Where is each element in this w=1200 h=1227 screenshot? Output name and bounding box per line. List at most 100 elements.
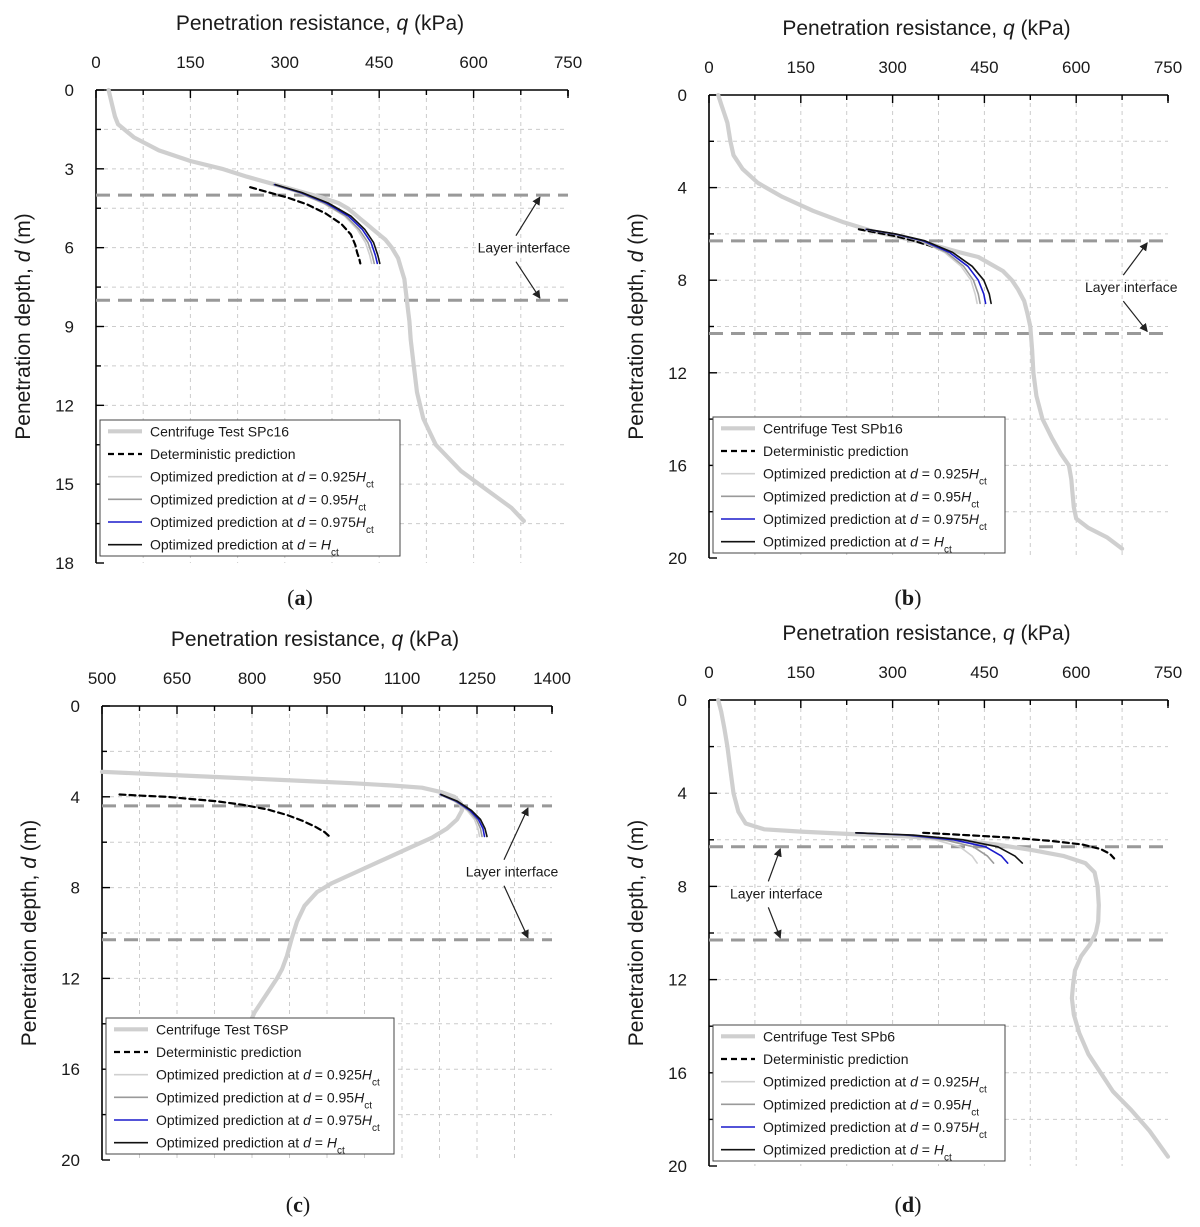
panel-caption: (a) xyxy=(287,585,313,610)
y-tick-label: 0 xyxy=(678,691,687,710)
x-tick-label: 600 xyxy=(1062,58,1090,77)
x-tick-label: 750 xyxy=(1154,58,1182,77)
legend-label: Deterministic prediction xyxy=(156,1044,302,1060)
legend-label: Optimized prediction at d = 0.975Hct xyxy=(763,1119,987,1141)
annotation-arrow-down xyxy=(503,885,529,939)
legend-label: Optimized prediction at d = Hct xyxy=(156,1135,345,1157)
y-tick-label: 9 xyxy=(65,318,74,337)
legend-label: Deterministic prediction xyxy=(150,446,296,462)
legend-label: Optimized prediction at d = Hct xyxy=(150,537,339,559)
legend-label: Centrifuge Test T6SP xyxy=(156,1021,289,1037)
annotation-arrow-down xyxy=(767,907,782,939)
x-tick-label: 0 xyxy=(704,663,713,682)
y-tick-label: 16 xyxy=(61,1060,80,1079)
x-tick-label: 750 xyxy=(554,53,582,72)
panel-a: 0 150 300 450 600 750 0 3 6 9 12 15 18 Penetration re… xyxy=(12,12,582,610)
y-tick-label: 12 xyxy=(55,396,74,415)
y-tick-label: 12 xyxy=(668,364,687,383)
y-tick-label: 0 xyxy=(678,86,687,105)
legend: Centrifuge Test SPc16 Deterministic predi… xyxy=(99,419,401,559)
x-tick-label: 750 xyxy=(1154,663,1182,682)
legend-label: Optimized prediction at d = 0.95Hct xyxy=(763,1096,979,1118)
y-tick-label: 3 xyxy=(65,160,74,179)
legend-label: Optimized prediction at d = Hct xyxy=(763,1142,952,1164)
x-tick-label: 650 xyxy=(163,669,191,688)
panel-caption: (b) xyxy=(895,585,922,610)
y-tick-label: 20 xyxy=(668,549,687,568)
grid xyxy=(709,700,1168,1166)
legend-label: Optimized prediction at d = 0.95Hct xyxy=(156,1089,372,1111)
x-tick-label: 300 xyxy=(878,58,906,77)
y-tick-label: 6 xyxy=(65,239,74,258)
y-tick-label: 12 xyxy=(668,971,687,990)
x-axis-title: Penetration resistance, q (kPa) xyxy=(176,12,464,35)
x-tick-label: 300 xyxy=(271,53,299,72)
legend-label: Optimized prediction at d = 0.95Hct xyxy=(763,488,979,510)
panel-caption: (d) xyxy=(895,1192,922,1217)
y-tick-label: 18 xyxy=(55,554,74,573)
y-tick-label: 20 xyxy=(668,1157,687,1176)
x-tick-label: 150 xyxy=(787,58,815,77)
x-tick-label: 500 xyxy=(88,669,116,688)
series-line-opt_100 xyxy=(440,793,488,838)
legend-label: Optimized prediction at d = 0.925Hct xyxy=(763,466,987,488)
legend-label: Centrifuge Test SPb6 xyxy=(763,1028,895,1044)
series-line-opt_100 xyxy=(855,831,1024,864)
series-line-centrifuge xyxy=(99,769,465,1026)
grid xyxy=(102,706,552,1160)
series-line-opt_100 xyxy=(866,228,992,305)
y-tick-label: 8 xyxy=(678,877,687,896)
legend-label: Deterministic prediction xyxy=(763,1051,909,1067)
x-tick-label: 950 xyxy=(313,669,341,688)
x-tick-label: 150 xyxy=(176,53,204,72)
legend-label: Optimized prediction at d = 0.925Hct xyxy=(763,1074,987,1096)
y-tick-label: 15 xyxy=(55,475,74,494)
y-tick-label: 16 xyxy=(668,1064,687,1083)
x-tick-label: 800 xyxy=(238,669,266,688)
legend: Centrifuge Test T6SP Deterministic predic… xyxy=(105,1017,395,1157)
x-tick-label: 1100 xyxy=(384,669,421,688)
series-line-deterministic xyxy=(922,831,1116,860)
x-tick-label: 1400 xyxy=(533,669,571,688)
legend-label: Optimized prediction at d = 0.95Hct xyxy=(150,491,366,513)
y-tick-label: 12 xyxy=(61,969,80,988)
x-axis-title: Penetration resistance, q (kPa) xyxy=(782,622,1070,645)
y-tick-label: 16 xyxy=(668,456,687,475)
legend-label: Deterministic prediction xyxy=(763,443,909,459)
x-tick-label: 600 xyxy=(459,53,487,72)
series-line-centrifuge xyxy=(716,92,1125,551)
legend-box xyxy=(712,416,1006,554)
legend-label: Centrifuge Test SPc16 xyxy=(150,423,289,439)
legend-label: Optimized prediction at d = 0.925Hct xyxy=(150,469,374,491)
y-tick-label: 8 xyxy=(678,271,687,290)
x-tick-label: 450 xyxy=(970,663,998,682)
layer-interface-annotation: Layer interface xyxy=(478,240,571,256)
x-axis-title: Penetration resistance, q (kPa) xyxy=(171,628,459,651)
y-tick-label: 4 xyxy=(678,179,687,198)
legend-box xyxy=(105,1017,395,1155)
legend-box xyxy=(712,1024,1006,1162)
y-tick-label: 8 xyxy=(71,879,80,898)
x-tick-label: 0 xyxy=(91,53,100,72)
series-line-centrifuge xyxy=(106,87,527,524)
layer-interface-annotation: Layer interface xyxy=(466,864,559,880)
x-axis-title: Penetration resistance, q (kPa) xyxy=(782,17,1070,40)
x-tick-label: 450 xyxy=(970,58,998,77)
annotation-arrow-down xyxy=(515,261,541,299)
y-axis-title: Penetration depth, d (m) xyxy=(12,213,35,439)
legend-label: Optimized prediction at d = 0.975Hct xyxy=(156,1112,380,1134)
legend-label: Centrifuge Test SPb16 xyxy=(763,420,903,436)
panel-d: 0 150 300 450 600 750 0 4 8 12 16 20 Penetration res… xyxy=(625,622,1182,1217)
annotation-arrow-up xyxy=(503,807,529,860)
y-tick-label: 4 xyxy=(71,788,80,807)
series-line-opt_100 xyxy=(274,183,381,265)
legend-label: Optimized prediction at d = Hct xyxy=(763,534,952,556)
x-tick-label: 0 xyxy=(704,58,713,77)
series-line-deterministic xyxy=(249,186,362,265)
y-axis-title: Penetration depth, d (m) xyxy=(18,820,41,1046)
annotation-arrow-up xyxy=(767,848,782,882)
series-line-centrifuge xyxy=(716,697,1171,1159)
y-axis-title: Penetration depth, d (m) xyxy=(625,213,648,439)
x-tick-label: 600 xyxy=(1062,663,1090,682)
